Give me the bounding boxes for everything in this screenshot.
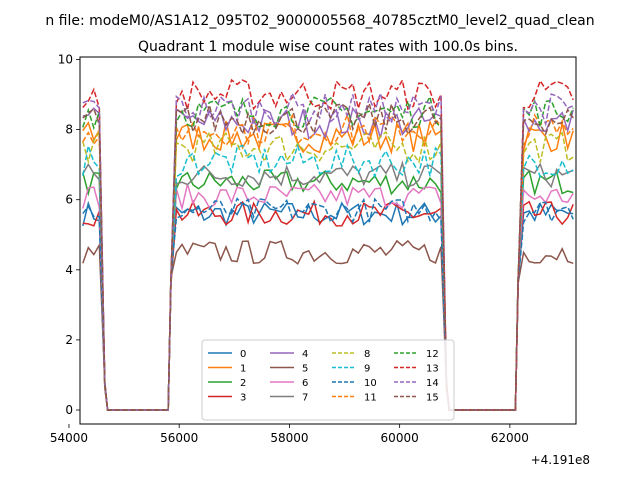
x-tick-label: 54000 [50,431,88,445]
legend-label: 15 [426,393,439,404]
series-line-10 [82,197,574,411]
y-tick-label: 4 [65,263,73,277]
legend-label: 8 [364,349,370,360]
legend-label: 2 [240,378,246,389]
x-offset-text: +4.191e8 [531,453,590,467]
legend-label: 9 [364,364,370,375]
legend-label: 1 [240,364,246,375]
series-layer [82,78,574,411]
y-tick-label: 8 [65,123,73,137]
x-tick-label: 56000 [160,431,198,445]
axes-frame [79,56,577,425]
series-line-11 [82,112,574,411]
legend-label: 4 [302,349,308,360]
legend-label: 7 [302,393,308,404]
legend-label: 13 [426,364,439,375]
y-tick-label: 6 [65,193,73,207]
x-tick-label: 60000 [381,431,419,445]
legend-box [201,339,455,421]
legend-label: 5 [302,364,308,375]
y-tick-label: 0 [65,403,73,417]
x-tick-label: 62000 [491,431,529,445]
legend-label: 3 [240,393,246,404]
y-tick-label: 2 [65,333,73,347]
legend-label: 0 [240,349,246,360]
legend-label: 12 [426,349,439,360]
chart-title: Quadrant 1 module wise count rates with … [138,39,518,55]
figure-title: n file: modeM0/AS1A12_095T02_9000005568_… [45,13,594,29]
legend-label: 10 [364,378,377,389]
x-axis: 54000 56000 58000 60000 62000 [50,424,529,445]
y-axis: 0 2 4 6 8 10 [58,53,80,417]
legend-label: 6 [302,378,308,389]
x-tick-label: 58000 [270,431,308,445]
y-tick-label: 10 [58,53,73,67]
series-line-14 [82,90,574,411]
series-line-8 [82,129,574,411]
legend-label: 14 [426,378,439,389]
legend-label: 11 [364,393,377,404]
series-line-15 [82,100,574,411]
